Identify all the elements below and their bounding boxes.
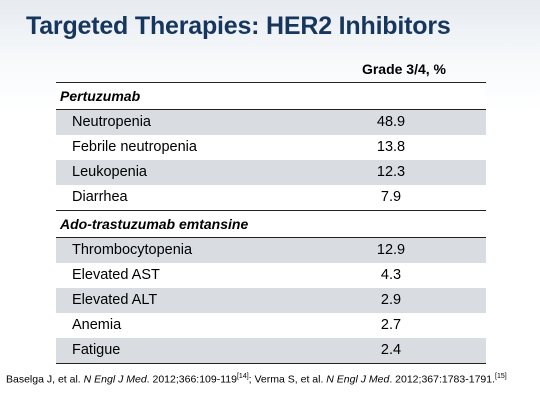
section-header-pertuzumab: Pertuzumab — [56, 82, 486, 110]
row-label: Thrombocytopenia — [72, 242, 193, 258]
row-label: Anemia — [72, 317, 122, 333]
ref2-detail: . 2012;367:1783-1791. — [389, 373, 496, 386]
row-label: Elevated ALT — [72, 292, 158, 308]
table-row: Leukopenia 12.3 — [56, 160, 486, 185]
table-row: Thrombocytopenia 12.9 — [56, 238, 486, 263]
row-label: Febrile neutropenia — [72, 139, 197, 155]
row-value: 2.9 — [380, 292, 402, 308]
row-value: 12.9 — [376, 242, 406, 258]
row-value: 7.9 — [380, 189, 402, 205]
row-value: 2.4 — [380, 342, 402, 358]
table-row: Neutropenia 48.9 — [56, 110, 486, 135]
ref2-journal: N Engl J Med — [326, 373, 390, 386]
table-row: Fatigue 2.4 — [56, 338, 486, 363]
section-header-ado-trastuzumab: Ado-trastuzumab emtansine — [56, 210, 486, 238]
row-value: 13.8 — [376, 139, 406, 155]
ref1-citation: [14] — [236, 373, 249, 380]
ref2-citation: [15] — [495, 373, 507, 380]
table-row: Anemia 2.7 — [56, 313, 486, 338]
ref1-journal: N Engl J Med — [83, 373, 147, 386]
table-row: Elevated ALT 2.9 — [56, 288, 486, 313]
ref1-detail: . 2012;366:109-119 — [146, 373, 237, 386]
row-value: 2.7 — [380, 317, 402, 333]
row-label: Diarrhea — [72, 189, 128, 205]
ref1-author: Baselga J, et al. — [6, 373, 84, 386]
slide-title: Targeted Therapies: HER2 Inhibitors — [26, 12, 451, 40]
row-value: 4.3 — [380, 267, 402, 283]
table-row: Elevated AST 4.3 — [56, 263, 486, 288]
table-bottom-rule — [56, 363, 486, 364]
row-value: 12.3 — [376, 164, 406, 180]
ref2-author: ; Verma S, et al. — [248, 373, 327, 386]
table-row: Febrile neutropenia 13.8 — [56, 135, 486, 160]
row-label: Fatigue — [72, 342, 121, 358]
row-label: Neutropenia — [72, 114, 151, 130]
reference-footnote: Baselga J, et al. N Engl J Med. 2012;366… — [6, 369, 534, 388]
column-header-grade: Grade 3/4, % — [361, 61, 446, 77]
row-label: Leukopenia — [72, 164, 147, 180]
row-value: 48.9 — [376, 114, 406, 130]
table-row: Diarrhea 7.9 — [56, 185, 486, 210]
row-label: Elevated AST — [72, 267, 160, 283]
adverse-events-table: Grade 3/4, % Pertuzumab Neutropenia 48.9… — [56, 57, 486, 364]
